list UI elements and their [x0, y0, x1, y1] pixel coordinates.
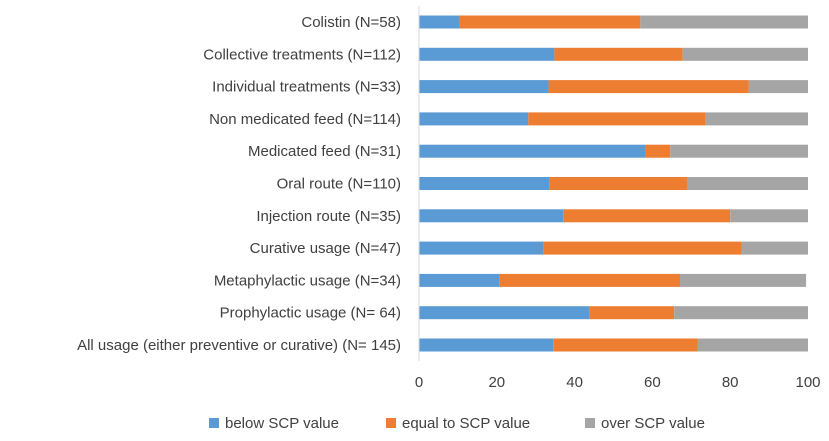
category-labels: Colistin (N=58) Collective treatments (N=… [77, 14, 401, 354]
category-label: Non medicated feed (N=114) [209, 111, 401, 128]
category-label: Oral route (N=110) [277, 176, 401, 193]
bar-below-3 [419, 112, 529, 126]
category-label: Medicated feed (N=31) [248, 143, 401, 160]
bar-below-6 [419, 209, 564, 223]
bar-equal-5 [549, 177, 688, 190]
bar-below-0 [419, 15, 460, 29]
bar-equal-4 [645, 144, 671, 158]
legend-label-1: equal to SCP value [402, 415, 530, 432]
x-tick-label: 0 [415, 374, 423, 391]
bar-below-9 [419, 306, 590, 320]
bar-equal-8 [499, 273, 681, 287]
bar-over-9 [674, 306, 808, 320]
bar-below-1 [419, 47, 555, 61]
legend-swatch-0 [209, 418, 219, 428]
category-label: Individual treatments (N=33) [212, 79, 401, 96]
bar-equal-10 [553, 338, 698, 352]
bar-over-4 [670, 144, 808, 158]
category-label: Colistin (N=58) [301, 14, 401, 31]
category-label: All usage (either preventive or curative… [77, 337, 401, 354]
bar-below-7 [419, 241, 544, 255]
legend-label-0: below SCP value [225, 415, 339, 432]
bars-layer [419, 15, 808, 352]
x-tick-label: 80 [722, 374, 739, 391]
bar-below-2 [419, 80, 549, 94]
bar-below-10 [419, 338, 554, 352]
bar-equal-9 [589, 306, 675, 320]
bar-below-4 [419, 144, 646, 158]
category-label: Collective treatments (N=112) [203, 46, 401, 63]
x-tick-label: 40 [566, 374, 583, 391]
legend-swatch-1 [386, 418, 396, 428]
category-label: Injection route (N=35) [256, 208, 401, 225]
bar-over-6 [730, 209, 808, 223]
bar-over-0 [640, 15, 808, 29]
bar-equal-1 [554, 47, 683, 61]
category-label: Metaphylactic usage (N=34) [214, 272, 401, 289]
bar-equal-2 [548, 80, 749, 94]
bar-over-1 [682, 47, 808, 61]
bar-below-5 [419, 177, 550, 190]
bar-over-2 [748, 80, 808, 94]
category-label: Curative usage (N=47) [250, 240, 401, 257]
bar-equal-6 [563, 209, 731, 223]
x-tick-labels: 0 20 40 60 80 100 [415, 374, 821, 391]
bar-equal-3 [528, 112, 706, 126]
bar-over-8 [680, 273, 807, 287]
bar-below-8 [419, 273, 500, 287]
x-tick-label: 20 [488, 374, 505, 391]
bar-over-7 [741, 241, 808, 255]
bar-equal-7 [543, 241, 742, 255]
legend-swatch-2 [585, 418, 595, 428]
bar-over-5 [687, 177, 808, 190]
bar-over-3 [705, 112, 808, 126]
x-tick-label: 100 [795, 374, 820, 391]
bar-over-10 [697, 338, 808, 352]
x-tick-label: 60 [644, 374, 661, 391]
category-label: Prophylactic usage (N= 64) [220, 305, 401, 322]
legend: below SCP value equal to SCP value over SC… [209, 415, 705, 432]
legend-label-2: over SCP value [601, 415, 705, 432]
bar-equal-0 [459, 15, 641, 29]
